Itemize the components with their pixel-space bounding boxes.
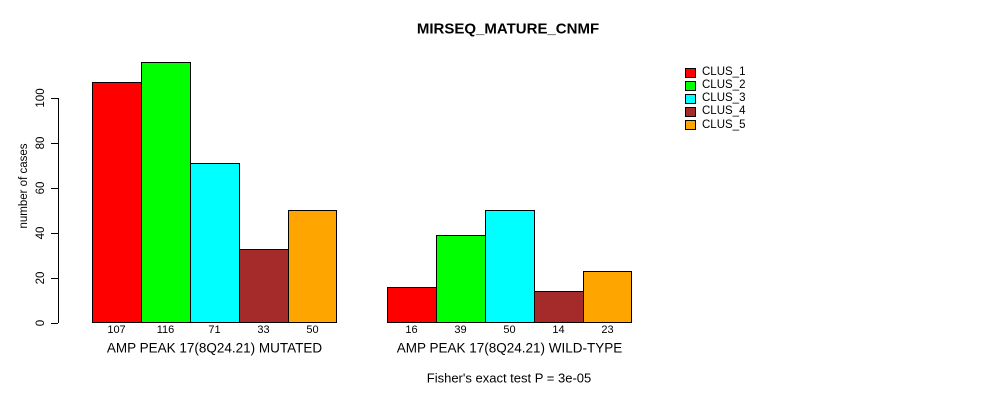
fisher-test-note: Fisher's exact test P = 3e-05 — [426, 370, 592, 386]
legend-row: CLUS_4 — [685, 106, 745, 119]
y-tick-label: 0 — [35, 319, 47, 327]
legend-label: CLUS_3 — [702, 92, 746, 105]
y-tick — [51, 277, 58, 279]
bar-value-label: 16 — [405, 324, 418, 336]
legend-swatch-clus_4 — [685, 107, 696, 118]
bar-clus_5 — [583, 271, 632, 323]
y-tick — [51, 322, 58, 324]
bar-clus_3 — [190, 163, 240, 323]
y-tick-label: 40 — [35, 226, 47, 240]
legend-swatch-clus_2 — [685, 80, 696, 91]
legend-row: CLUS_5 — [685, 119, 745, 132]
y-tick-label: 80 — [35, 136, 47, 150]
bar-value-label: 50 — [306, 324, 319, 336]
y-tick-label: 60 — [35, 181, 47, 195]
y-tick — [51, 97, 58, 99]
legend-swatch-clus_3 — [685, 93, 696, 104]
bar-clus_5 — [288, 210, 337, 323]
legend-row: CLUS_3 — [685, 92, 745, 105]
bar-value-label: 50 — [503, 324, 516, 336]
chart-title: MIRSEQ_MATURE_CNMF — [416, 20, 600, 38]
bar-value-label: 14 — [552, 324, 565, 336]
legend-swatch-clus_5 — [685, 120, 696, 131]
y-tick-label: 20 — [35, 271, 47, 285]
legend-label: CLUS_4 — [702, 105, 746, 118]
y-tick-label: 100 — [35, 88, 47, 108]
legend-swatch-clus_1 — [685, 67, 696, 78]
y-tick — [51, 142, 58, 144]
legend-label: CLUS_2 — [702, 79, 746, 92]
legend-row: CLUS_1 — [685, 66, 745, 79]
bar-value-label: 33 — [257, 324, 270, 336]
bar-clus_1 — [92, 82, 142, 323]
bar-clus_1 — [387, 287, 437, 323]
bar-value-label: 116 — [156, 324, 175, 336]
bar-clus_4 — [534, 291, 584, 323]
bar-clus_4 — [239, 249, 289, 323]
bar-value-label: 23 — [601, 324, 614, 336]
legend-row: CLUS_2 — [685, 79, 745, 92]
y-tick — [51, 187, 58, 189]
legend-label: CLUS_5 — [702, 118, 746, 131]
bar-value-label: 71 — [208, 324, 221, 336]
legend-label: CLUS_1 — [702, 65, 746, 78]
bar-clus_2 — [436, 235, 486, 323]
group-label: AMP PEAK 17(8Q24.21) MUTATED — [106, 340, 323, 356]
y-axis-label: number of cases — [18, 143, 30, 229]
y-tick — [51, 232, 58, 234]
group-label: AMP PEAK 17(8Q24.21) WILD-TYPE — [396, 340, 623, 356]
bar-clus_2 — [141, 62, 191, 323]
y-axis-line — [58, 98, 59, 323]
legend: CLUS_1 CLUS_2 CLUS_3 CLUS_4 CLUS_5 — [685, 66, 745, 132]
bar-value-label: 39 — [454, 324, 467, 336]
bar-clus_3 — [485, 210, 535, 323]
bar-value-label: 107 — [107, 324, 126, 336]
